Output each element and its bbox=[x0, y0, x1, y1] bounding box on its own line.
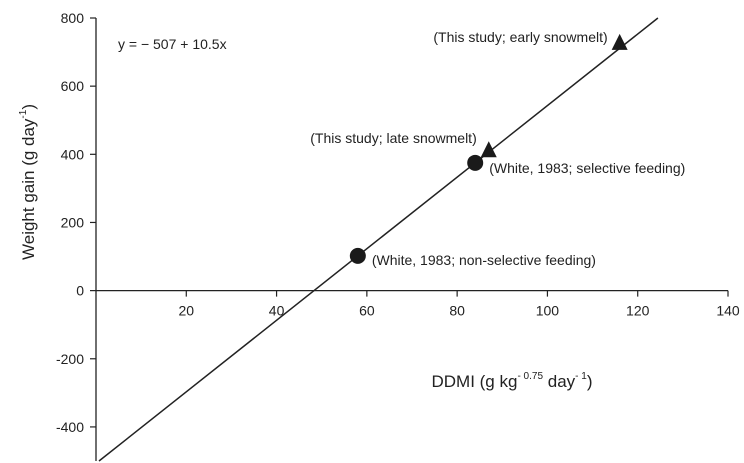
regression-equation: y = − 507 + 10.5x bbox=[118, 36, 227, 52]
x-tick-label: 20 bbox=[178, 303, 194, 319]
y-tick-label: -400 bbox=[56, 419, 84, 435]
x-axis-title-main: DDMI (g kg bbox=[431, 372, 517, 391]
x-axis-title-sup2: - 1 bbox=[575, 371, 587, 382]
point-labels: (White, 1983; non-selective feeding) (Whi… bbox=[310, 29, 685, 268]
y-tick-label: 0 bbox=[76, 283, 84, 299]
ticks: 20 40 60 80 100 120 140 -400 -200 0 200 400 600 800 bbox=[56, 10, 740, 435]
regression-line bbox=[98, 17, 659, 462]
y-axis-title-main: Weight gain (g day bbox=[19, 118, 38, 260]
y-tick-label: 600 bbox=[61, 78, 85, 94]
data-point-label: (White, 1983; non-selective feeding) bbox=[372, 252, 596, 268]
data-point-label: (This study; early snowmelt) bbox=[433, 29, 607, 45]
y-tick-label: -200 bbox=[56, 351, 84, 367]
data-point-circle bbox=[349, 247, 366, 264]
x-tick-label: 60 bbox=[359, 303, 375, 319]
axes bbox=[95, 18, 728, 461]
x-axis-title-end: ) bbox=[587, 372, 593, 391]
y-tick-label: 200 bbox=[61, 214, 85, 230]
x-tick-label: 80 bbox=[449, 303, 465, 319]
x-axis-title-sup1: - 0.75 bbox=[517, 371, 543, 382]
x-tick-label: 120 bbox=[626, 303, 650, 319]
x-tick-label: 100 bbox=[536, 303, 560, 319]
x-tick-label: 140 bbox=[716, 303, 740, 319]
data-point-triangle bbox=[611, 33, 628, 50]
regression-line-group bbox=[98, 17, 659, 462]
y-tick-label: 400 bbox=[61, 146, 85, 162]
x-axis-title-mid: day bbox=[543, 372, 576, 391]
data-point-label: (This study; late snowmelt) bbox=[310, 130, 477, 146]
data-point-triangle bbox=[480, 141, 497, 158]
x-tick-label: 40 bbox=[269, 303, 285, 319]
data-point-label: (White, 1983; selective feeding) bbox=[489, 160, 685, 176]
y-axis-title: Weight gain (g day-1) bbox=[18, 104, 38, 260]
x-axis-title: DDMI (g kg- 0.75 day- 1) bbox=[431, 371, 592, 391]
y-axis-title-end: ) bbox=[19, 104, 38, 110]
y-tick-label: 800 bbox=[61, 10, 85, 26]
data-point-circle bbox=[467, 154, 484, 171]
data-marks bbox=[349, 33, 628, 264]
y-axis-title-sup: -1 bbox=[18, 109, 29, 118]
